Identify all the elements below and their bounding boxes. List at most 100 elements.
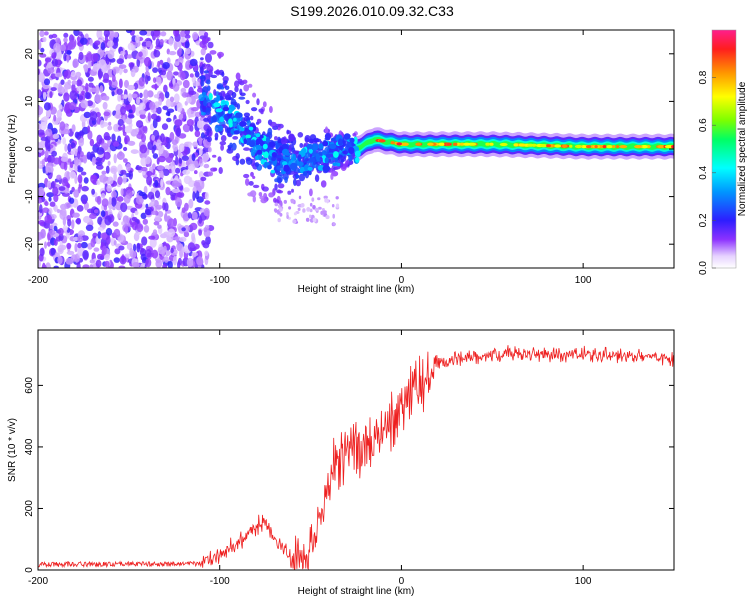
spectrogram-speckle	[157, 224, 162, 229]
spectrogram-hotspot	[427, 142, 434, 146]
spectrogram-speckle	[248, 126, 254, 131]
spectrogram-speckle	[197, 87, 203, 93]
spectrogram-speckle	[161, 123, 169, 130]
spectrogram-speckle	[44, 241, 47, 249]
spectrogram-speckle	[268, 192, 275, 198]
spectrogram-speckle	[89, 38, 93, 46]
spectrogram-speckle	[184, 202, 189, 212]
spectrogram-speckle	[233, 117, 237, 122]
spectrogram-speckle	[189, 58, 198, 67]
spectrogram-speckle	[220, 86, 225, 90]
spectrogram-speckle	[152, 229, 158, 236]
spectrogram-speckle	[143, 89, 149, 99]
spectrogram-speckle	[91, 156, 96, 166]
spectrogram-speckle	[286, 129, 290, 135]
spectrogram-speckle	[196, 120, 203, 129]
spectrogram-speckle	[256, 149, 263, 155]
spectrogram-speckle	[324, 126, 329, 134]
spectrogram-speckle	[312, 205, 316, 210]
spectrogram-speckle	[44, 201, 49, 207]
spectrogram-speckle	[107, 49, 115, 60]
spectrogram-speckle	[68, 40, 76, 50]
spectrogram-speckle	[89, 87, 98, 93]
spectrogram-speckle	[82, 250, 89, 260]
spectrogram-speckle	[42, 116, 50, 121]
spectrogram-speckle	[154, 190, 161, 199]
spectrogram-speckle	[254, 162, 260, 167]
spectrogram-speckle	[194, 71, 200, 78]
spectrogram-speckle	[95, 259, 102, 268]
spectrogram-speckle	[43, 102, 51, 111]
spectrogram-speckle	[200, 79, 205, 87]
spectrogram-speckle	[63, 70, 67, 80]
spectrogram-speckle	[89, 138, 95, 147]
spectrogram-speckle	[188, 90, 197, 96]
spectrogram-speckle	[69, 90, 78, 101]
spectrogram-speckle	[49, 201, 56, 207]
spectrogram-speckle	[90, 53, 99, 62]
spectrogram-speckle	[120, 202, 128, 213]
spectrogram-speckle	[274, 183, 278, 191]
spectrogram-speckle	[199, 75, 205, 79]
spectrogram-speckle	[218, 167, 223, 174]
spectrogram-speckle	[186, 96, 192, 104]
spectrogram-speckle	[57, 208, 60, 214]
spectrogram-speckle	[314, 161, 322, 165]
spectrogram-speckle	[38, 159, 41, 168]
spectrogram-speckle	[237, 78, 243, 85]
spectrogram-speckle	[139, 144, 148, 154]
spectrogram-ytick-label: -20	[24, 237, 35, 252]
spectrogram-speckle	[147, 90, 154, 98]
spectrogram-ytick-label: -10	[24, 189, 35, 204]
spectrogram-speckle	[56, 109, 62, 119]
spectrogram-speckle	[186, 119, 194, 127]
spectrogram-speckle	[301, 147, 307, 154]
spectrogram-speckle	[321, 155, 327, 159]
spectrogram-speckle	[235, 72, 241, 81]
spectrogram-speckle	[201, 37, 206, 46]
spectrogram-speckle	[49, 224, 54, 230]
spectrogram-speckle	[139, 113, 146, 119]
spectrogram-speckle	[202, 242, 210, 249]
spectrogram-speckle	[87, 59, 92, 69]
spectrogram-speckle	[252, 195, 256, 203]
spectrogram-speckle	[239, 158, 246, 165]
spectrogram-speckle	[130, 149, 139, 155]
spectrogram-hotspot	[657, 145, 666, 149]
spectrogram-speckle	[100, 232, 108, 239]
spectrogram-hotspot	[438, 142, 445, 146]
spectrogram-speckle	[77, 165, 81, 171]
spectrogram-speckle	[131, 221, 138, 231]
spectrogram-speckle	[61, 192, 70, 197]
spectrogram-speckle	[222, 92, 226, 98]
spectrogram-speckle	[38, 259, 41, 268]
snr-xtick-label: 0	[399, 576, 405, 587]
spectrogram-speckle	[70, 71, 76, 78]
spectrogram-speckle	[38, 89, 41, 98]
spectrogram-speckle	[308, 157, 316, 163]
spectrogram-speckle	[138, 51, 143, 57]
spectrogram-speckle	[99, 174, 107, 183]
spectrogram-speckle	[71, 219, 75, 230]
spectrogram-speckle	[76, 205, 84, 212]
spectrogram-speckle	[314, 207, 319, 212]
spectrogram-speckle	[43, 78, 51, 86]
spectrogram-speckle	[67, 218, 72, 227]
spectrogram-speckle	[277, 177, 282, 184]
spectrogram-speckle	[329, 143, 337, 150]
spectrogram-speckle	[56, 117, 61, 124]
spectrogram-hotspot	[671, 145, 674, 149]
colorbar-tick-label: 0.0	[698, 261, 709, 275]
spectrogram-speckle	[77, 235, 84, 243]
spectrogram-speckle	[66, 203, 71, 208]
spectrogram-speckle	[69, 197, 75, 204]
spectrogram-speckle	[140, 247, 145, 253]
spectrogram-speckle	[97, 231, 102, 239]
spectrogram-speckle	[145, 258, 152, 268]
spectrogram-hotspot	[602, 145, 607, 149]
spectrogram-speckle	[349, 137, 355, 143]
spectrogram-speckle	[213, 70, 221, 75]
spectrogram-speckle	[129, 247, 134, 257]
spectrogram-speckle	[113, 31, 119, 38]
spectrogram-speckle	[191, 77, 196, 83]
